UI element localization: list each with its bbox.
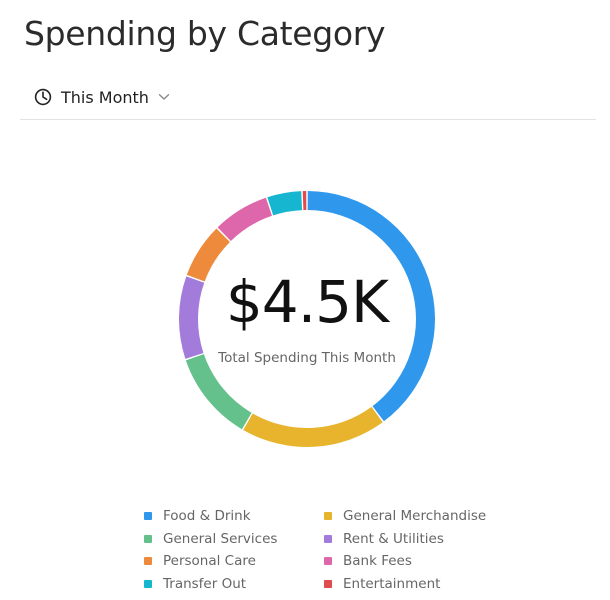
donut-segment-entertainment[interactable] bbox=[302, 191, 307, 211]
donut-segment-transfer-out[interactable] bbox=[267, 191, 303, 216]
legend-item-general-merchandise[interactable]: General Merchandise bbox=[324, 505, 504, 528]
legend-item-food-and-drink[interactable]: Food & Drink bbox=[144, 505, 324, 528]
chevron-down-icon bbox=[158, 94, 170, 100]
legend-item-general-services[interactable]: General Services bbox=[144, 528, 324, 551]
period-dropdown[interactable]: This Month bbox=[34, 84, 170, 110]
legend-swatch bbox=[324, 534, 332, 543]
legend-swatch bbox=[324, 557, 332, 566]
chart-legend: Food & Drink General Merchandise General S… bbox=[144, 505, 504, 595]
period-label: This Month bbox=[61, 87, 149, 107]
legend-label: General Services bbox=[163, 530, 278, 547]
legend-swatch bbox=[324, 579, 332, 588]
legend-item-rent-and-utilities[interactable]: Rent & Utilities bbox=[324, 528, 504, 551]
legend-item-bank-fees[interactable]: Bank Fees bbox=[324, 550, 504, 573]
legend-label: Entertainment bbox=[343, 575, 441, 592]
clock-icon bbox=[34, 88, 52, 106]
legend-label: Personal Care bbox=[163, 553, 256, 570]
donut-segment-personal-care[interactable] bbox=[186, 228, 230, 282]
donut-segment-food-and-drink[interactable] bbox=[307, 191, 435, 422]
spending-donut-chart bbox=[179, 191, 435, 447]
legend-label: Rent & Utilities bbox=[343, 530, 444, 547]
donut-segment-general-services[interactable] bbox=[185, 354, 252, 430]
legend-swatch bbox=[324, 512, 332, 521]
header-divider bbox=[20, 119, 596, 120]
legend-item-transfer-out[interactable]: Transfer Out bbox=[144, 573, 324, 596]
legend-swatch bbox=[144, 534, 152, 543]
legend-label: Transfer Out bbox=[163, 575, 247, 592]
legend-item-personal-care[interactable]: Personal Care bbox=[144, 550, 324, 573]
legend-swatch bbox=[144, 579, 152, 588]
donut-segment-bank-fees[interactable] bbox=[217, 197, 272, 242]
legend-label: General Merchandise bbox=[343, 508, 487, 525]
legend-label: Bank Fees bbox=[343, 553, 412, 570]
donut-segment-general-merchandise[interactable] bbox=[243, 406, 383, 447]
legend-item-entertainment[interactable]: Entertainment bbox=[324, 573, 504, 596]
legend-swatch bbox=[144, 512, 152, 521]
legend-swatch bbox=[144, 557, 152, 566]
donut-segment-rent-and-utilities[interactable] bbox=[179, 276, 205, 359]
page-title: Spending by Category bbox=[24, 14, 386, 53]
legend-label: Food & Drink bbox=[163, 508, 251, 525]
